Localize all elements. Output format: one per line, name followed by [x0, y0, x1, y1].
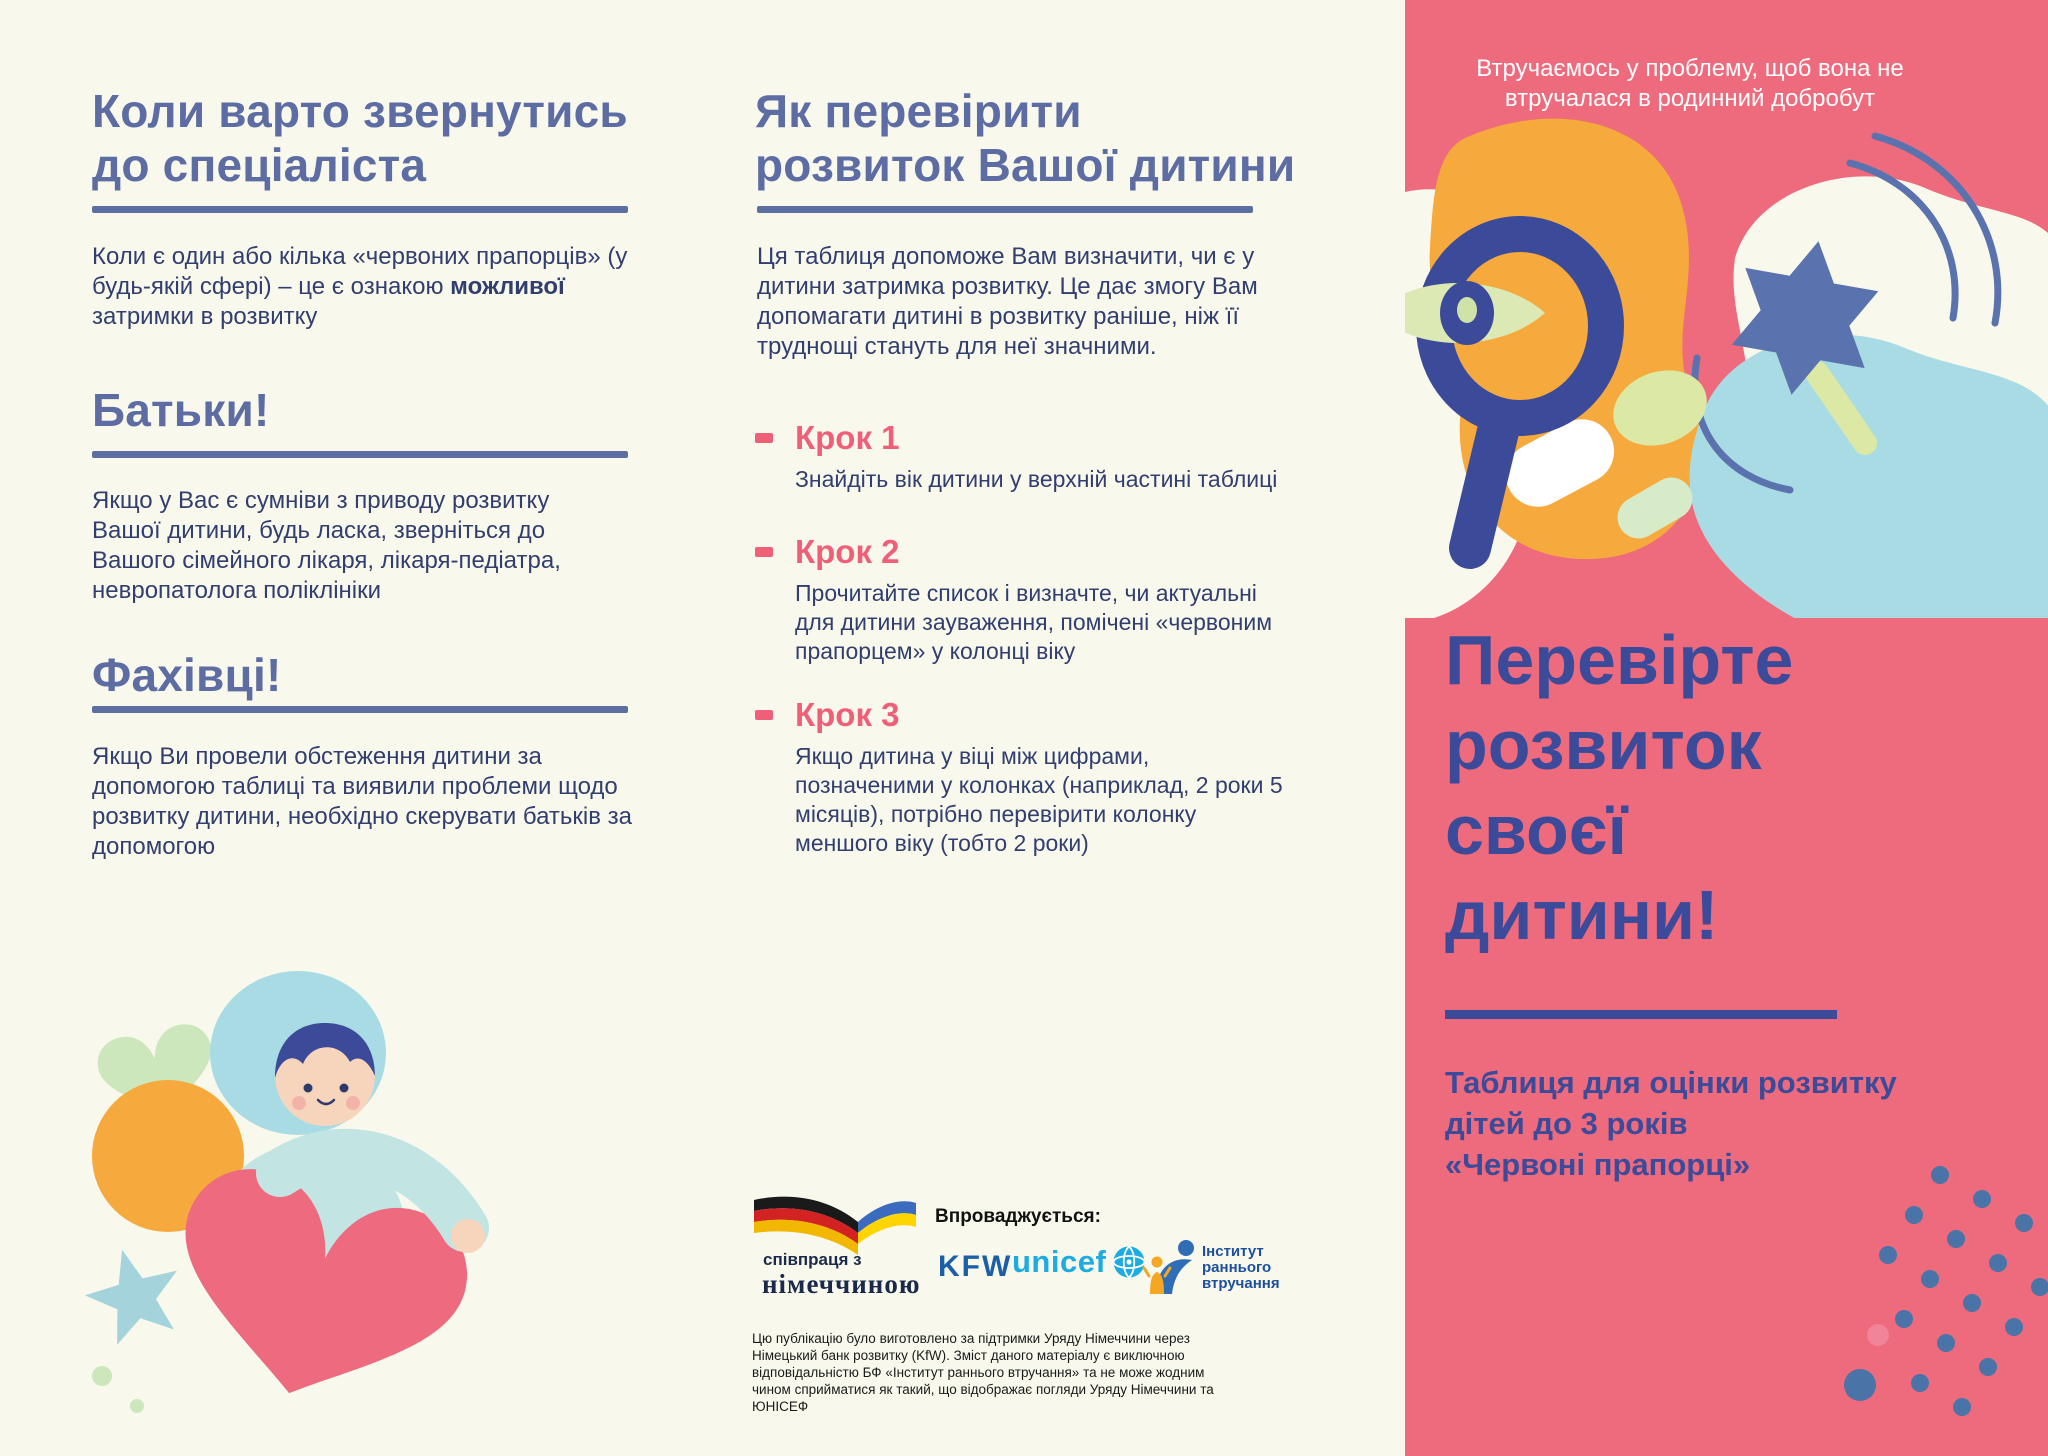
step-bullet-icon — [755, 433, 773, 443]
step-1-text: Знайдіть вік дитини у верхній частині та… — [795, 466, 1278, 492]
left-section3-title: Фахівці! — [92, 649, 282, 701]
step-3-label: Крок 3 — [795, 696, 900, 733]
middle-title: Як перевірити розвиток Вашої дитини — [755, 85, 1296, 191]
left-section2-body: Якщо у Вас є сумніви з приводу розвитку … — [92, 487, 561, 604]
disclaimer-text: Цю публікацію було виготовлено за підтри… — [752, 1330, 1214, 1414]
step-bullet-icon — [755, 710, 773, 720]
left-section2-title: Батьки! — [92, 384, 270, 436]
dots-pattern — [1844, 1166, 2048, 1416]
child-hug-heart-illustration — [85, 971, 489, 1413]
germany-coop-text-large: німеччиною — [762, 1269, 921, 1299]
middle-intro: Ця таблиця допоможе Вам визначити, чи є … — [757, 243, 1258, 360]
cover-subtitle: Таблиця для оцінки розвитку дітей до 3 ро… — [1445, 1065, 1897, 1182]
divider — [92, 206, 628, 213]
step-1: Крок 1 Знайдіть вік дитини у верхній час… — [755, 420, 1340, 494]
early-intervention-institute-logo: Інститут раннього втручання — [1142, 1232, 1280, 1294]
step-3-text: Якщо дитина у віці між цифрами, позначен… — [795, 743, 1283, 856]
kfw-logo: KFW — [938, 1250, 1013, 1283]
step-1-label: Крок 1 — [795, 419, 900, 456]
divider — [92, 451, 628, 458]
magnifier-eye-star-illustration — [1405, 118, 2048, 618]
step-2: Крок 2 Прочитайте список і визначте, чи … — [755, 534, 1340, 666]
panel-cover: Втручаємось у проблему, щоб вона не втру… — [1405, 0, 2048, 1456]
germany-ukraine-ribbon-icon — [754, 1196, 916, 1255]
germany-coop-text-small: співпраця з — [763, 1250, 862, 1269]
left-section3-body: Якщо Ви провели обстеження дитини за доп… — [92, 743, 632, 860]
panel-when-to-see-specialist: Коли варто звернутись до спеціаліста Коли… — [92, 0, 692, 950]
unicef-globe-icon — [1112, 1245, 1146, 1279]
divider — [92, 706, 628, 713]
step-bullet-icon — [755, 547, 773, 557]
unicef-logo: unicef — [1012, 1244, 1147, 1280]
cover-tagline: Втручаємось у проблему, щоб вона не втру… — [1476, 55, 1904, 112]
divider — [757, 206, 1253, 213]
step-2-text: Прочитайте список і визначте, чи актуаль… — [795, 580, 1273, 664]
step-2-label: Крок 2 — [795, 533, 900, 570]
left-section1-body: Коли є один або кілька «червоних прапорц… — [92, 243, 628, 330]
implemented-by-label: Впроваджується: — [935, 1206, 1101, 1227]
title-divider — [1445, 1010, 1837, 1019]
institute-figures-icon — [1142, 1240, 1194, 1294]
cover-title: Перевірте розвиток своєї дитини! — [1445, 621, 1794, 954]
step-3: Крок 3 Якщо дитина у віці між цифрами, п… — [755, 697, 1340, 858]
institute-name: Інститут раннього втручання — [1202, 1243, 1280, 1292]
left-section1-title: Коли варто звернутись до спеціаліста — [92, 85, 628, 191]
unicef-wordmark: unicef — [1012, 1244, 1107, 1279]
